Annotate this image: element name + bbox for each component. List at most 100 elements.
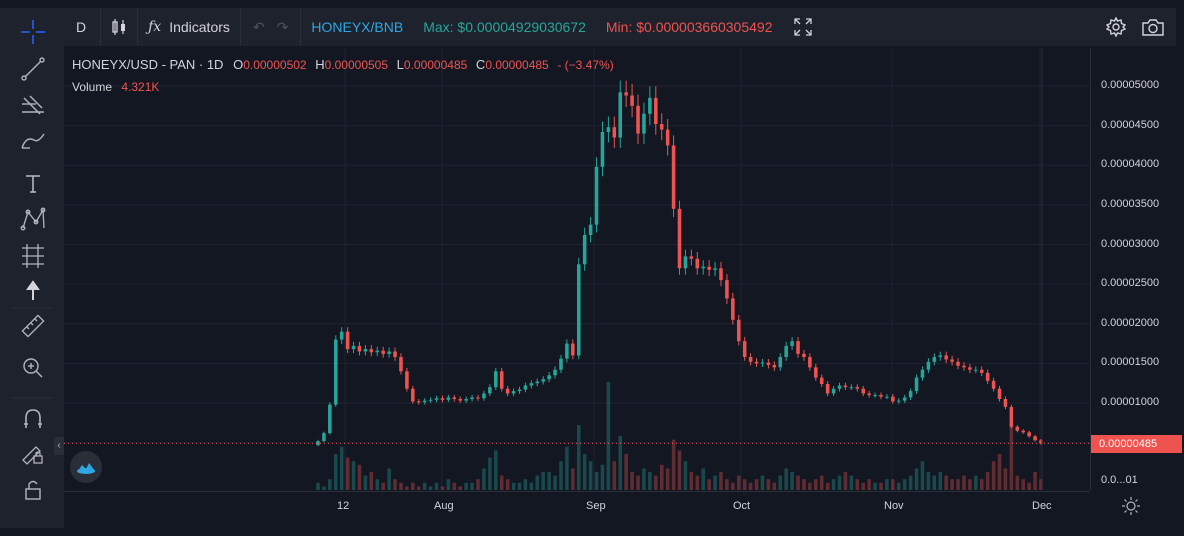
price-axis-label: 0.00001000	[1101, 396, 1160, 408]
volume-bar	[914, 468, 919, 490]
candle-body	[612, 127, 617, 138]
collapse-sidebar-button[interactable]: ‹	[54, 437, 64, 455]
volume-bar	[416, 486, 421, 490]
screenshot-button[interactable]	[1134, 8, 1176, 46]
price-axis-label: 0.00002500	[1101, 277, 1160, 290]
volume-bar	[351, 461, 356, 490]
volume-bar	[594, 472, 599, 490]
symbol-pair-link[interactable]: HONEYX/BNB	[301, 8, 413, 46]
legend-symbol: HONEYX/USD - PAN · 1D	[72, 57, 224, 72]
brush-icon[interactable]	[21, 133, 45, 149]
min-price-label: Min: $0.000003660305492	[596, 8, 783, 46]
candle-body	[328, 404, 332, 434]
volume-bar	[1033, 472, 1037, 490]
volume-bar	[802, 479, 806, 490]
legend-high-value: 0.00000505	[324, 58, 389, 72]
candle-body	[778, 357, 783, 368]
candle-body	[760, 362, 765, 364]
volume-bar	[956, 479, 960, 490]
magnet-icon[interactable]	[24, 409, 42, 428]
text-icon[interactable]	[26, 175, 40, 193]
candle-body	[553, 369, 557, 376]
candle-body	[707, 266, 711, 270]
crosshair-icon[interactable]	[21, 20, 45, 44]
settings-icon	[1106, 17, 1126, 37]
candle-body	[654, 97, 658, 125]
candle-body	[624, 92, 628, 96]
chart-type-button[interactable]	[101, 8, 139, 46]
volume-bar	[701, 468, 705, 490]
ruler-icon[interactable]	[21, 314, 45, 338]
candle-body	[713, 268, 717, 270]
time-axis-label: Sep	[586, 500, 606, 512]
candle-body	[511, 391, 516, 394]
candle-body	[1033, 436, 1037, 441]
lock-icon[interactable]	[25, 480, 41, 500]
volume-bar	[814, 479, 818, 490]
volume-bar	[648, 472, 652, 490]
price-axis[interactable]: 0.00005000 0.00004500 0.00004000 0.00003500…	[1090, 48, 1181, 490]
settings-button[interactable]	[1098, 8, 1134, 46]
time-axis[interactable]: 12 Aug Sep Oct Nov Dec	[64, 491, 1090, 522]
arrow-up-icon[interactable]	[26, 280, 40, 300]
volume-bar	[482, 468, 486, 490]
volume-bar	[1003, 468, 1008, 490]
volume-bar	[974, 475, 978, 490]
volume-bar	[926, 472, 931, 490]
candle-body	[849, 387, 854, 389]
lock-drawings-icon[interactable]	[22, 446, 43, 465]
brand-logo[interactable]	[70, 451, 102, 483]
candle-body	[683, 256, 688, 269]
candle-body	[375, 350, 380, 353]
volume-bar	[600, 464, 605, 490]
candle-body	[339, 331, 344, 340]
candle-body	[873, 395, 877, 397]
candle-body	[861, 388, 865, 394]
candle-body	[535, 381, 540, 384]
sun-icon	[1122, 497, 1140, 515]
volume-bar	[511, 482, 516, 490]
redo-button[interactable]: ↷	[271, 8, 302, 46]
volume-bar	[440, 486, 445, 490]
volume-bar	[1015, 475, 1020, 490]
price-axis-label: 0.00005000	[1101, 79, 1160, 91]
candle-body	[885, 396, 889, 398]
candle-body	[434, 398, 439, 400]
volume-bar	[772, 482, 777, 490]
trendline-icon[interactable]	[21, 57, 45, 81]
volume-bar	[837, 475, 842, 490]
candle-body	[529, 383, 534, 386]
candle-body	[896, 400, 901, 402]
volume-bar	[896, 482, 901, 490]
volume-bars	[316, 382, 1043, 490]
fullscreen-button[interactable]	[782, 8, 824, 46]
interval-button[interactable]: D	[64, 8, 102, 46]
chart-pane[interactable]	[64, 48, 1090, 490]
candle-body	[499, 371, 504, 389]
price-axis-label: 0.00002000	[1101, 316, 1160, 329]
candle-body	[606, 127, 611, 132]
indicators-button[interactable]: ƒx Indicators	[138, 8, 241, 46]
candle-body	[950, 359, 954, 362]
time-axis-label: Nov	[884, 500, 904, 512]
axis-settings-button[interactable]	[1120, 496, 1142, 516]
price-axis-label: 0.00001500	[1101, 356, 1160, 369]
price-axis-label: 0.00004000	[1101, 158, 1160, 171]
zoom-icon[interactable]	[23, 358, 43, 378]
candlestick-chart[interactable]	[64, 48, 1090, 490]
volume-bar	[796, 475, 800, 490]
candle-body	[962, 365, 966, 368]
candle-body	[659, 124, 664, 130]
volume-bar	[422, 482, 427, 490]
candle-body	[523, 385, 528, 390]
measure-icon[interactable]	[22, 244, 44, 268]
pattern-icon[interactable]	[20, 207, 46, 231]
candle-body	[825, 383, 830, 394]
candle-body	[808, 357, 812, 368]
volume-bar	[760, 475, 765, 490]
fib-icon[interactable]	[22, 95, 44, 115]
cloud-logo-icon	[77, 463, 95, 474]
undo-button[interactable]: ↶	[241, 8, 271, 46]
candle-body	[636, 105, 640, 134]
candle-body	[345, 331, 350, 350]
